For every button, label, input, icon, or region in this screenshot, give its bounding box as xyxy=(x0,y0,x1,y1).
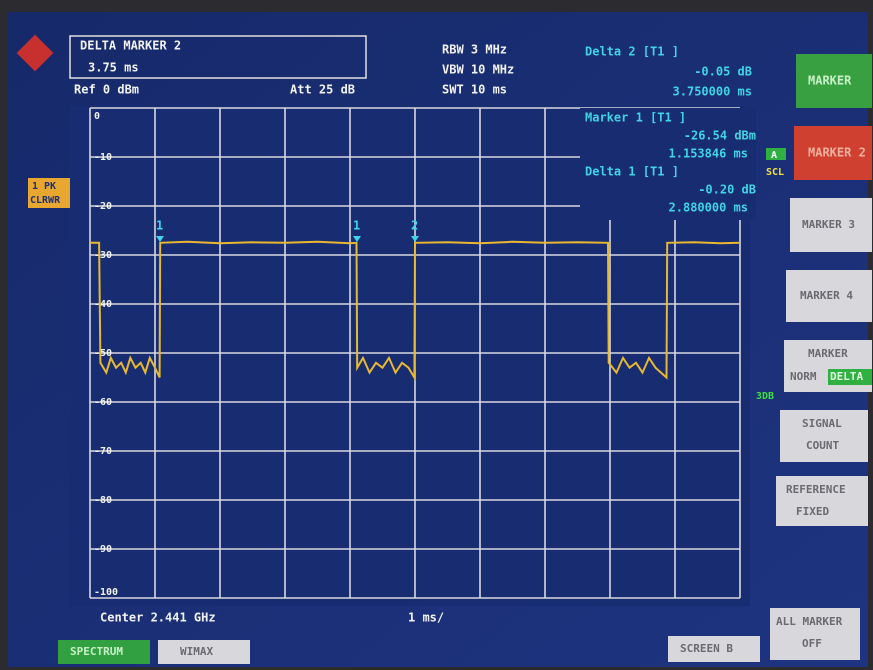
attenuation: Att 25 dB xyxy=(290,83,355,97)
softkey[interactable]: MARKER NORM DELTA xyxy=(784,340,872,392)
time-per-div: 1 ms/ xyxy=(408,611,444,625)
readout-time: 2.880000 ms xyxy=(669,201,748,215)
y-tick-label: -70 xyxy=(94,446,112,457)
trace-label-box xyxy=(28,178,70,208)
tab[interactable]: SCREEN B xyxy=(668,636,760,662)
readout-bg xyxy=(580,108,756,220)
y-tick-label: -50 xyxy=(94,348,112,359)
softkey-text: MARKER 2 xyxy=(808,146,866,160)
readout-label: Delta 2 [T1 ] xyxy=(585,45,679,59)
y-tick-label: -60 xyxy=(94,397,112,408)
side-label: SCL xyxy=(766,167,784,178)
ref-level: Ref 0 dBm xyxy=(74,83,139,97)
marker-label: 1 xyxy=(353,219,360,233)
readout-label: Marker 1 [T1 ] xyxy=(585,111,686,125)
y-tick-label: -20 xyxy=(94,201,112,212)
trace xyxy=(90,240,741,382)
softkey-text: SIGNAL xyxy=(802,417,842,430)
softkey-text: DELTA xyxy=(830,370,863,383)
y-tick-label: -80 xyxy=(94,495,112,506)
softkey-text: OFF xyxy=(802,637,822,650)
softkey-text: COUNT xyxy=(806,439,839,452)
y-tick-label: -40 xyxy=(94,299,112,310)
tab[interactable]: WIMAX xyxy=(158,640,250,664)
marker-label: 2 xyxy=(411,219,418,233)
softkey-text: MARKER xyxy=(808,74,852,88)
softkey[interactable]: ALL MARKER OFF xyxy=(770,608,860,660)
trace-label: 1 PK xyxy=(32,181,56,192)
softkey-text: FIXED xyxy=(796,505,829,518)
tab-text: SCREEN B xyxy=(680,642,733,655)
marker-label: 1 xyxy=(156,219,163,233)
readout-level: -26.54 dBm xyxy=(684,129,756,143)
y-tick-label: -30 xyxy=(94,250,112,261)
vbw: VBW 10 MHz xyxy=(442,63,514,77)
tab-text: WIMAX xyxy=(180,645,213,658)
softkey[interactable]: MARKER xyxy=(796,54,872,108)
marker-symbol xyxy=(156,236,164,242)
softkey-text: REFERENCE xyxy=(786,483,846,496)
side-label-box xyxy=(766,148,786,160)
softkey[interactable]: MARKER 4 xyxy=(786,270,872,322)
readout-time: 1.153846 ms xyxy=(669,147,748,161)
softkey-text: MARKER xyxy=(808,347,848,360)
header-title: DELTA MARKER 2 xyxy=(80,39,181,53)
softkey[interactable]: MARKER 3 xyxy=(790,198,872,252)
swt: SWT 10 ms xyxy=(442,83,507,97)
header-value: 3.75 ms xyxy=(88,61,139,75)
y-tick-label: -100 xyxy=(94,587,118,598)
rbw: RBW 3 MHz xyxy=(442,43,507,57)
softkey[interactable]: SIGNAL COUNT xyxy=(780,410,868,462)
readout-time: 3.750000 ms xyxy=(673,85,752,99)
readout-level: -0.20 dB xyxy=(698,183,756,197)
softkey-text: MARKER 3 xyxy=(802,218,855,231)
readout-label: Delta 1 [T1 ] xyxy=(585,165,679,179)
y-tick-label: -90 xyxy=(94,544,112,555)
side-label: A xyxy=(771,150,777,161)
softkey-text: ALL MARKER xyxy=(776,615,843,628)
tab-text: SPECTRUM xyxy=(70,645,123,658)
y-tick-label: 0 xyxy=(94,111,100,122)
header-box xyxy=(69,35,367,79)
trace-label: CLRWR xyxy=(30,195,61,206)
center-frequency: Center 2.441 GHz xyxy=(100,611,216,625)
softkey-text: NORM xyxy=(790,370,817,383)
marker-symbol xyxy=(411,236,419,242)
side-label: 3DB xyxy=(756,391,774,402)
marker-symbol xyxy=(353,236,361,242)
logo xyxy=(16,34,54,72)
softkey[interactable]: MARKER 2 xyxy=(794,126,872,180)
softkey[interactable]: REFERENCE FIXED xyxy=(776,476,868,526)
readout-level: -0.05 dB xyxy=(694,65,752,79)
y-tick-label: -10 xyxy=(94,152,112,163)
tab[interactable]: SPECTRUM xyxy=(58,640,150,664)
softkey-text: MARKER 4 xyxy=(800,289,853,302)
